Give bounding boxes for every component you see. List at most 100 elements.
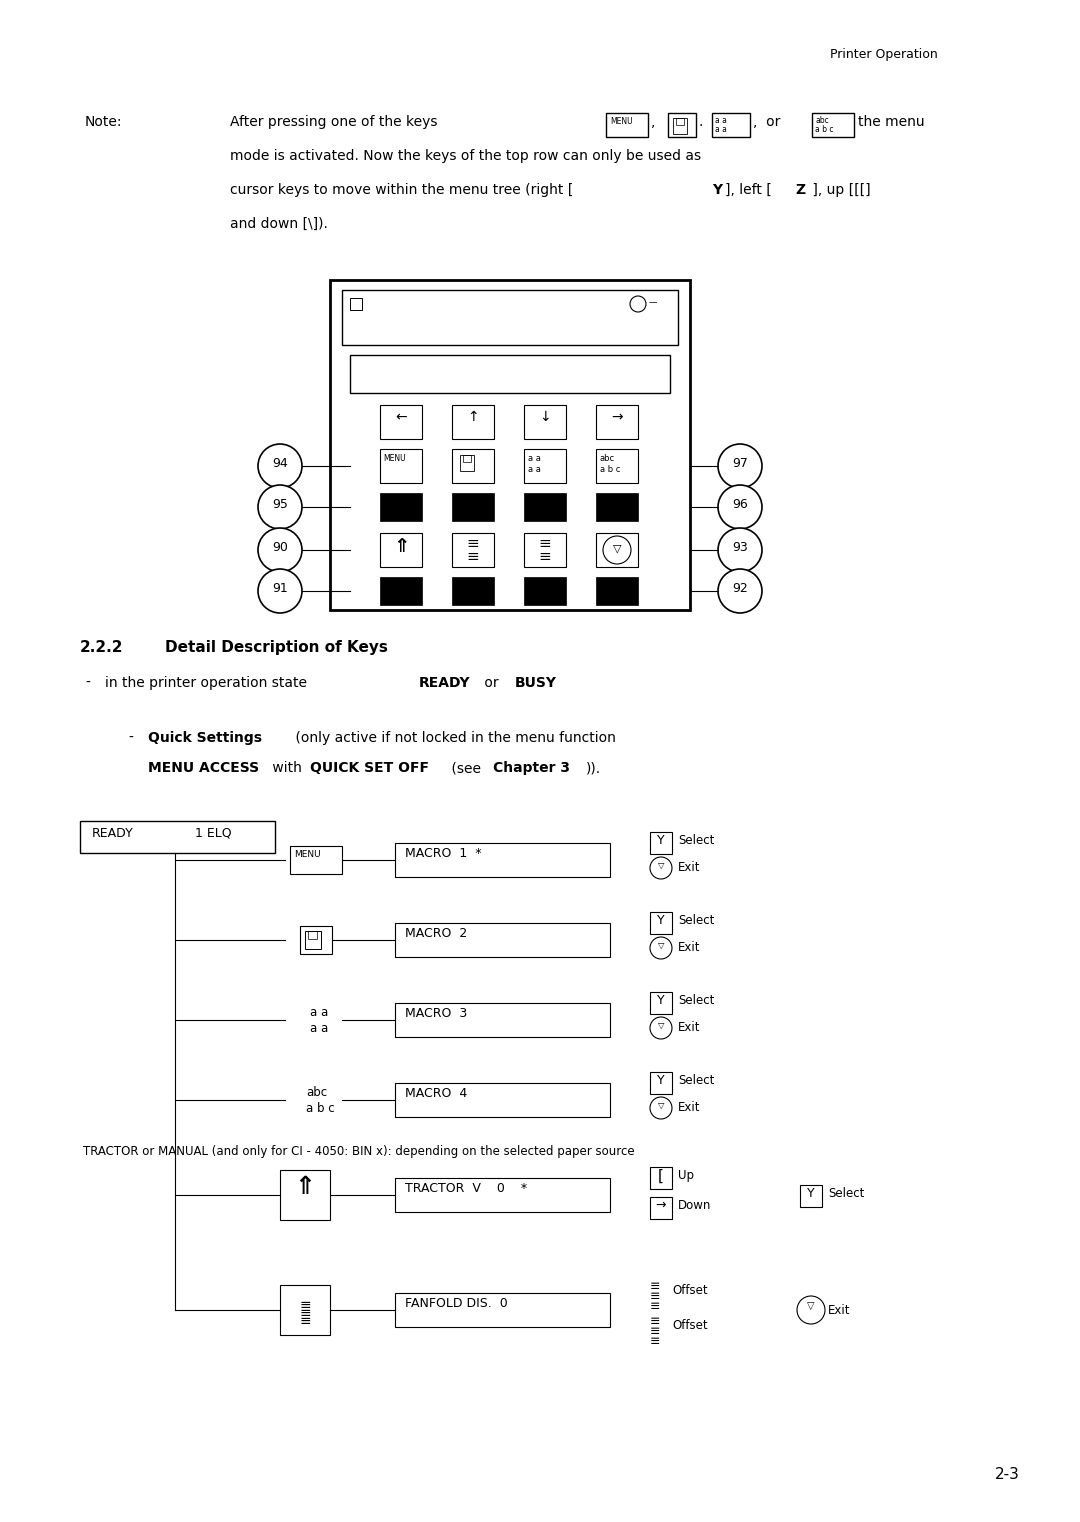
Text: →: → [656,1199,666,1212]
Text: Note:: Note: [85,116,122,129]
Bar [453,405,494,438]
Bar [673,119,687,134]
Bar [596,405,638,438]
Text: 2.2.2: 2.2.2 [80,639,123,654]
Text: -: - [85,676,90,689]
Text: 96: 96 [732,498,747,511]
Text: ⇑: ⇑ [393,537,409,556]
Text: a a: a a [310,1021,328,1035]
Text: ≡: ≡ [650,1326,661,1338]
Text: ↓: ↓ [539,409,551,425]
Text: Exit: Exit [678,941,701,954]
Circle shape [718,569,762,613]
Text: Z: Z [795,183,805,196]
Text: or: or [480,676,503,689]
Text: and down [\]).: and down [\]). [230,218,328,231]
Text: MENU ACCESS: MENU ACCESS [148,761,259,775]
Text: 97: 97 [732,457,748,470]
Bar [80,820,275,852]
Text: ≡: ≡ [299,1313,311,1329]
Text: Y: Y [658,834,665,848]
Text: MENU: MENU [294,849,321,858]
Text: a b c: a b c [306,1102,335,1116]
Text: ≡: ≡ [539,536,552,551]
Bar [596,493,638,521]
Text: ▽: ▽ [612,543,621,552]
Text: ▽: ▽ [658,1021,664,1030]
Text: ≡: ≡ [299,1306,311,1320]
Text: with: with [268,761,307,775]
Bar [380,449,422,482]
Text: After pressing one of the keys: After pressing one of the keys [230,116,437,129]
Text: MACRO  3: MACRO 3 [405,1008,468,1020]
Circle shape [258,444,302,489]
Text: 91: 91 [272,581,288,595]
Text: ,: , [651,116,656,129]
Bar [350,298,362,310]
Text: ↑: ↑ [468,409,478,425]
Circle shape [718,486,762,530]
Text: ], left [: ], left [ [725,183,772,196]
Bar [650,833,672,854]
Bar [330,280,690,610]
Bar [280,1285,330,1335]
Bar [596,577,638,606]
Text: BUSY: BUSY [515,676,557,689]
Text: )).: )). [586,761,602,775]
Bar [463,455,471,463]
Text: Y: Y [658,1075,665,1087]
Bar [305,931,321,950]
Text: FANFOLD DIS.  0: FANFOLD DIS. 0 [405,1297,508,1310]
Bar [596,449,638,482]
Bar [676,119,684,125]
Text: Select: Select [678,834,714,848]
Text: mode is activated. Now the keys of the top row can only be used as: mode is activated. Now the keys of the t… [230,149,701,163]
Text: ≡: ≡ [539,549,552,565]
Bar [395,922,610,957]
Text: 94: 94 [272,457,288,470]
Text: Y: Y [807,1187,814,1199]
Bar [395,1084,610,1117]
Text: Chapter 3: Chapter 3 [492,761,570,775]
Text: Select: Select [678,915,714,927]
Text: a a: a a [310,1006,328,1020]
Text: a b c: a b c [815,125,834,134]
Circle shape [650,938,672,959]
Text: a b c: a b c [600,466,620,473]
Text: a a: a a [715,125,727,134]
Text: QUICK SET OFF: QUICK SET OFF [310,761,429,775]
Bar [453,449,494,482]
Text: Y: Y [658,994,665,1008]
Bar [800,1186,822,1207]
Circle shape [650,857,672,880]
Text: Select: Select [828,1187,864,1199]
Text: -: - [129,731,133,744]
Text: ≡: ≡ [467,549,480,565]
Text: abc: abc [600,454,616,463]
Text: a a: a a [528,466,541,473]
Text: TRACTOR  V    0    *: TRACTOR V 0 * [405,1183,527,1195]
Text: (only active if not locked in the menu function: (only active if not locked in the menu f… [291,731,616,744]
Bar [350,355,670,393]
Text: MENU: MENU [383,454,406,463]
Bar [380,577,422,606]
Circle shape [258,486,302,530]
Bar [300,925,332,954]
Bar [650,912,672,935]
Text: Exit: Exit [678,1100,701,1114]
Bar [380,533,422,568]
Text: ▽: ▽ [807,1301,814,1310]
Text: Select: Select [678,1075,714,1087]
Text: ≡: ≡ [650,1280,661,1294]
Text: ], up [[[]: ], up [[[] [808,183,870,196]
Circle shape [718,444,762,489]
Bar [380,405,422,438]
Bar [650,1071,672,1094]
Text: Offset: Offset [672,1320,707,1332]
Text: Y: Y [658,915,665,927]
Bar [342,291,678,345]
Text: ≡: ≡ [650,1291,661,1303]
Text: 93: 93 [732,540,747,554]
Text: →: → [611,409,623,425]
Bar [291,846,342,874]
